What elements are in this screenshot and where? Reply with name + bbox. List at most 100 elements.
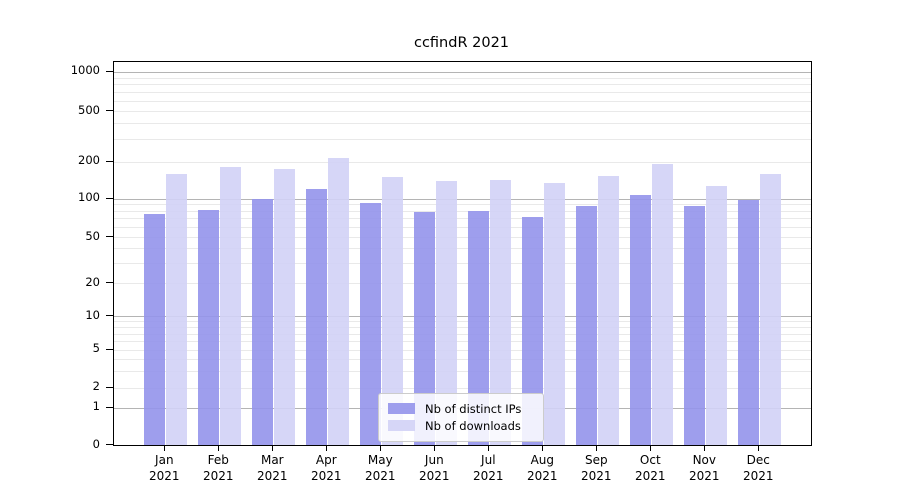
legend-swatch-distinct-ips — [388, 403, 415, 414]
bar-downloads-dec — [759, 173, 781, 445]
x-tick-label-may: May 2021 — [365, 453, 396, 483]
bar-downloads-sep — [597, 175, 619, 445]
x-tick-mark — [488, 445, 490, 451]
y-tick-mark — [106, 70, 113, 72]
x-tick-label-sep: Sep 2021 — [581, 453, 612, 483]
x-tick-label-dec: Dec 2021 — [743, 453, 774, 483]
legend-label-distinct-ips: Nb of distinct IPs — [425, 401, 522, 416]
y-tick-label: 20 — [85, 274, 100, 289]
plot-area: Nb of distinct IPs Nb of downloads — [113, 61, 812, 446]
y-tick-mark — [106, 444, 113, 446]
y-tick-label: 1 — [92, 399, 100, 414]
y-tick-mark — [106, 197, 113, 199]
x-tick-label-nov: Nov 2021 — [689, 453, 720, 483]
x-tick-mark — [218, 445, 220, 451]
bar-downloads-apr — [327, 157, 349, 445]
bar-distinct-ips-nov — [683, 206, 705, 445]
y-tick-label: 1000 — [70, 63, 100, 78]
bar-downloads-mar — [273, 168, 295, 445]
gridline-minor — [114, 204, 811, 206]
gridline-minor — [114, 359, 811, 360]
x-tick-mark — [758, 445, 760, 451]
gridline-minor — [114, 321, 811, 323]
y-tick-mark — [106, 386, 113, 388]
gridline-minor — [114, 327, 811, 329]
y-tick-mark — [106, 160, 113, 162]
y-tick-label: 0 — [92, 436, 100, 451]
x-tick-label-aug: Aug 2021 — [527, 453, 558, 483]
bar-distinct-ips-jan — [143, 213, 165, 445]
bar-distinct-ips-may — [359, 203, 381, 445]
y-tick-mark — [106, 282, 113, 284]
y-tick-label: 200 — [78, 153, 100, 168]
gridline-minor — [114, 91, 811, 93]
gridline-minor — [114, 123, 811, 125]
y-tick-mark — [106, 110, 113, 112]
x-tick-label-mar: Mar 2021 — [257, 453, 288, 483]
gridline-minor — [114, 218, 811, 220]
gridline-minor — [114, 139, 811, 141]
x-tick-label-jun: Jun 2021 — [419, 453, 450, 483]
y-tick-label: 50 — [85, 228, 100, 243]
bar-downloads-oct — [651, 164, 673, 445]
bar-distinct-ips-dec — [737, 200, 759, 445]
gridline-minor — [114, 283, 811, 285]
x-tick-label-oct: Oct 2021 — [635, 453, 666, 483]
legend-swatch-downloads — [388, 420, 415, 431]
x-tick-mark — [704, 445, 706, 451]
y-tick-mark — [106, 315, 113, 317]
x-tick-mark — [650, 445, 652, 451]
legend-label-downloads: Nb of downloads — [425, 418, 521, 433]
x-tick-mark — [596, 445, 598, 451]
y-tick-label: 5 — [92, 341, 100, 356]
x-tick-mark — [326, 445, 328, 451]
gridline-minor — [114, 333, 811, 335]
bar-downloads-jun — [435, 180, 457, 445]
gridline-minor — [114, 387, 811, 389]
gridline-minor — [114, 210, 811, 212]
gridline-minor — [114, 370, 811, 372]
bar-downloads-jan — [165, 174, 187, 445]
bar-downloads-aug — [543, 183, 565, 445]
x-tick-mark — [434, 445, 436, 451]
bar-distinct-ips-sep — [575, 205, 597, 445]
y-tick-label: 100 — [78, 190, 100, 204]
gridline-minor — [114, 111, 811, 112]
x-tick-label-jan: Jan 2021 — [149, 453, 180, 483]
bar-downloads-nov — [705, 186, 727, 445]
bar-distinct-ips-jul — [467, 210, 489, 445]
x-tick-label-jul: Jul 2021 — [473, 453, 504, 483]
gridline-minor — [114, 248, 811, 250]
bar-downloads-jul — [489, 179, 511, 445]
bar-distinct-ips-oct — [629, 194, 651, 445]
gridline-minor — [114, 77, 811, 79]
legend-row-downloads: Nb of downloads — [388, 417, 534, 434]
bar-downloads-feb — [219, 166, 241, 445]
y-tick-label: 500 — [78, 102, 100, 117]
x-tick-label-feb: Feb 2021 — [203, 453, 234, 483]
x-tick-label-apr: Apr 2021 — [311, 453, 342, 483]
gridline-minor — [114, 340, 811, 342]
y-tick-label: 2 — [92, 379, 100, 394]
x-tick-mark — [380, 445, 382, 451]
gridline-major — [114, 198, 811, 200]
y-tick-mark — [106, 236, 113, 238]
gridline-minor — [114, 349, 811, 351]
gridline-major — [114, 71, 811, 73]
gridline-minor — [114, 161, 811, 163]
gridline-minor — [114, 262, 811, 264]
bar-distinct-ips-jun — [413, 212, 435, 445]
chart-title: ccfindR 2021 — [413, 35, 510, 51]
legend: Nb of distinct IPs Nb of downloads — [378, 393, 544, 442]
gridline-minor — [114, 237, 811, 238]
y-tick-mark — [106, 406, 113, 408]
gridline-minor — [114, 226, 811, 228]
x-tick-mark — [272, 445, 274, 451]
gridline-minor — [114, 100, 811, 102]
x-tick-mark — [542, 445, 544, 451]
bar-distinct-ips-apr — [305, 188, 327, 445]
legend-row-distinct-ips: Nb of distinct IPs — [388, 400, 534, 417]
gridline-major — [114, 316, 811, 318]
bar-distinct-ips-mar — [251, 198, 273, 445]
